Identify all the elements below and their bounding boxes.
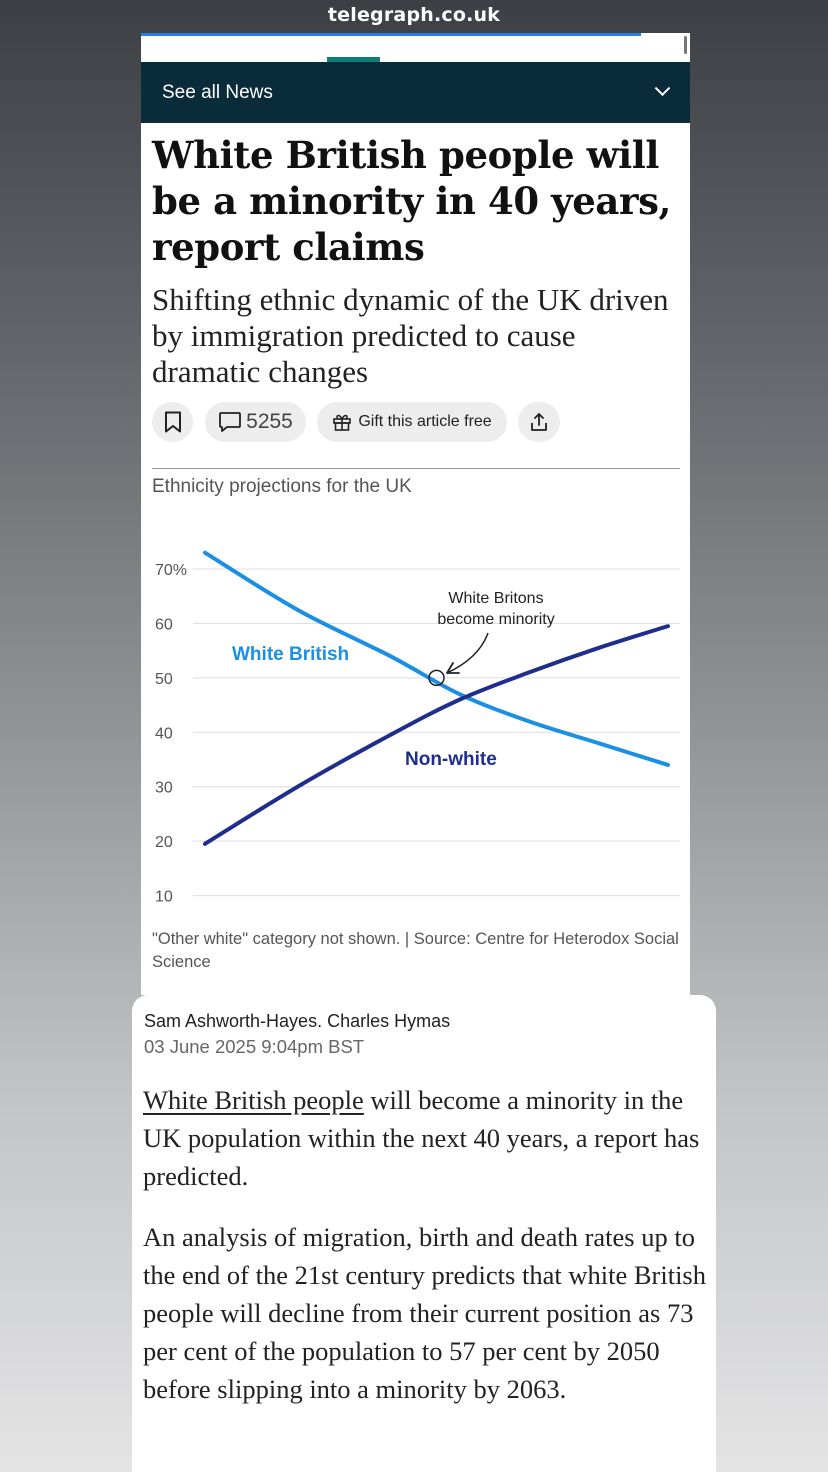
bookmark-button[interactable] <box>152 402 193 442</box>
white-british-line <box>203 550 670 767</box>
y-axis-ticks: 70%6050403020100 <box>155 562 187 906</box>
gift-label: Gift this article free <box>358 413 492 430</box>
section-tabs-strip <box>141 33 690 62</box>
article-authors[interactable]: Sam Ashworth-Hayes. Charles Hymas <box>144 1011 451 1031</box>
y-tick-label: 20 <box>155 834 173 851</box>
page-load-progress <box>141 33 641 36</box>
annotation-arrowhead <box>446 662 460 674</box>
crossover-marker <box>428 669 445 687</box>
chart-grid <box>193 568 680 897</box>
y-tick-label: 70% <box>155 562 187 579</box>
bookmark-icon <box>164 411 181 433</box>
y-tick-label: 60 <box>155 616 173 633</box>
y-tick-label: 40 <box>155 725 173 742</box>
non-white-line <box>203 624 670 846</box>
chevron-down-icon <box>654 80 671 97</box>
annotation-line-2: become minority <box>437 611 554 628</box>
series-label-non-white: Non-white <box>405 749 497 770</box>
chart-divider <box>152 468 680 469</box>
browser-url[interactable]: telegraph.co.uk <box>327 4 501 26</box>
see-all-news-label: See all News <box>162 81 273 103</box>
gift-icon <box>333 414 352 431</box>
scrollbar[interactable] <box>684 36 687 54</box>
y-tick-label: 10 <box>155 889 173 906</box>
article-paragraph-1: White British people will become a minor… <box>143 1081 709 1195</box>
paragraph-1-text: will become a minority in the UK populat… <box>143 1085 700 1191</box>
y-tick-label: 30 <box>155 780 173 797</box>
annotation-arrow <box>446 632 489 674</box>
comments-button[interactable]: 5255 <box>205 402 306 442</box>
share-button[interactable] <box>518 402 560 442</box>
comment-count: 5255 <box>246 410 293 433</box>
article-paragraph-2: An analysis of migration, birth and deat… <box>143 1222 706 1404</box>
comment-icon <box>219 412 242 432</box>
annotation-line-1: White Britons <box>448 590 543 607</box>
active-tab-indicator <box>327 57 380 62</box>
y-tick-label: 50 <box>155 671 173 688</box>
article-headline: White British people will be a minority … <box>152 133 671 269</box>
ethnicity-line-chart: 70%6050403020100 White British Non-white… <box>155 550 680 906</box>
article-date: 03 June 2025 9:04pm BST <box>144 1036 365 1057</box>
share-icon <box>531 413 547 431</box>
article-body-card: Sam Ashworth-Hayes. Charles Hymas 03 Jun… <box>132 995 716 1472</box>
article-standfirst: Shifting ethnic dynamic of the UK driven… <box>152 282 669 389</box>
chart-caption: "Other white" category not shown. | Sour… <box>152 930 679 971</box>
series-label-white-british: White British <box>232 644 349 665</box>
white-british-people-link[interactable]: White British people <box>143 1085 364 1115</box>
see-all-news-dropdown[interactable]: See all News <box>141 62 690 123</box>
chart-title: Ethnicity projections for the UK <box>152 476 412 497</box>
article-header-card: See all News White British people will b… <box>141 33 690 995</box>
gift-article-button[interactable]: Gift this article free <box>317 402 507 442</box>
